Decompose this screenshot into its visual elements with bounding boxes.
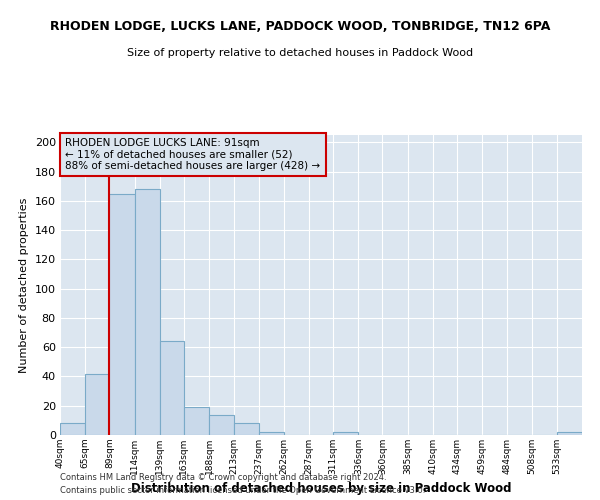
- Bar: [259, 432, 284, 435]
- Bar: [184, 407, 209, 435]
- Bar: [333, 432, 358, 435]
- Y-axis label: Number of detached properties: Number of detached properties: [19, 198, 29, 372]
- Bar: [557, 432, 582, 435]
- Bar: [235, 424, 259, 435]
- Bar: [209, 414, 235, 435]
- Text: Contains HM Land Registry data © Crown copyright and database right 2024.: Contains HM Land Registry data © Crown c…: [60, 472, 386, 482]
- Bar: [109, 194, 134, 435]
- Text: Contains public sector information licensed under the Open Government Licence v3: Contains public sector information licen…: [60, 486, 425, 495]
- Bar: [134, 189, 160, 435]
- X-axis label: Distribution of detached houses by size in Paddock Wood: Distribution of detached houses by size …: [131, 482, 511, 496]
- Bar: [60, 424, 85, 435]
- Text: RHODEN LODGE LUCKS LANE: 91sqm
← 11% of detached houses are smaller (52)
88% of : RHODEN LODGE LUCKS LANE: 91sqm ← 11% of …: [65, 138, 320, 171]
- Text: Size of property relative to detached houses in Paddock Wood: Size of property relative to detached ho…: [127, 48, 473, 58]
- Text: RHODEN LODGE, LUCKS LANE, PADDOCK WOOD, TONBRIDGE, TN12 6PA: RHODEN LODGE, LUCKS LANE, PADDOCK WOOD, …: [50, 20, 550, 33]
- Bar: [85, 374, 109, 435]
- Bar: [160, 342, 184, 435]
